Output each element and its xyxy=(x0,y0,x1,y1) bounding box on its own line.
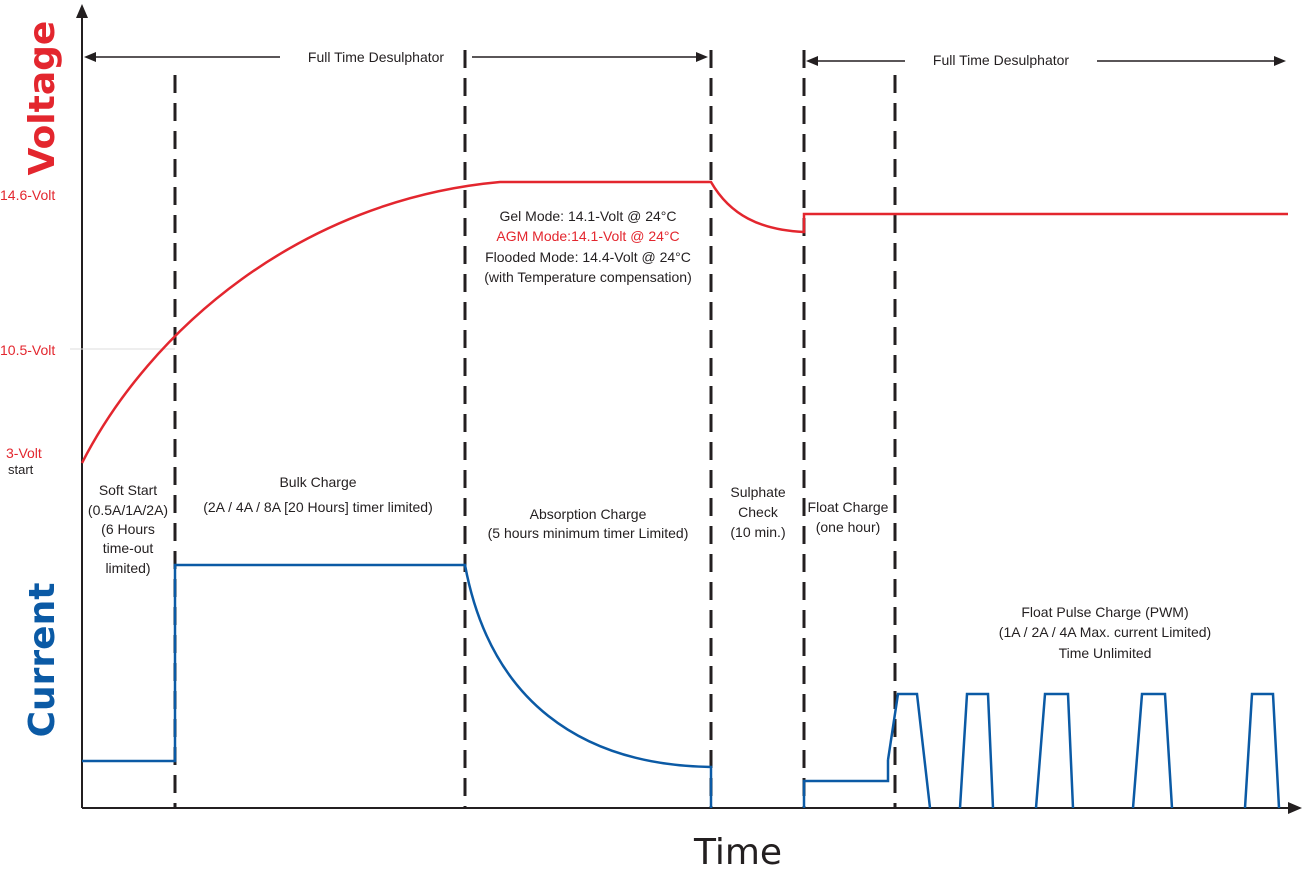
time-axis-title: Time xyxy=(693,832,782,873)
voltage-curve xyxy=(80,180,1288,464)
desulphator-left-label: Full Time Desulphator xyxy=(308,49,445,65)
absorption-charge-label: Absorption Charge (5 hours minimum timer… xyxy=(488,506,689,541)
soft-start-line-5: limited) xyxy=(105,560,150,576)
stage-dividers xyxy=(173,50,897,808)
absorption-line-1: Absorption Charge xyxy=(530,506,647,522)
bulk-charge-label: Bulk Charge (2A / 4A / 8A [20 Hours] tim… xyxy=(203,474,433,515)
soft-start-label: Soft Start (0.5A/1A/2A) (6 Hours time-ou… xyxy=(88,482,168,576)
pulse-line-3: Time Unlimited xyxy=(1059,645,1152,661)
voltage-axis-title: Voltage xyxy=(22,21,63,176)
gel-mode-note: Gel Mode: 14.1-Volt @ 24°C xyxy=(499,208,676,224)
current-curve xyxy=(82,563,1281,809)
soft-start-line-3: (6 Hours xyxy=(101,521,155,537)
flooded-mode-note: Flooded Mode: 14.4-Volt @ 24°C xyxy=(485,249,691,265)
sulphate-line-3: (10 min.) xyxy=(730,524,785,540)
soft-start-line-2: (0.5A/1A/2A) xyxy=(88,502,168,518)
desulphator-left-arrowhead-r xyxy=(696,52,708,62)
voltage-level-3-start: start xyxy=(8,462,34,477)
pulse-line-1: Float Pulse Charge (PWM) xyxy=(1021,604,1188,620)
agm-mode-note: AGM Mode:14.1-Volt @ 24°C xyxy=(496,228,679,244)
desulphator-right-arrowhead-r xyxy=(1274,56,1286,66)
bulk-line-2: (2A / 4A / 8A [20 Hours] timer limited) xyxy=(203,499,433,515)
current-axis-title: Current xyxy=(22,583,63,738)
soft-start-line-4: time-out xyxy=(103,540,154,556)
soft-start-line-1: Soft Start xyxy=(99,482,157,498)
absorption-line-2: (5 hours minimum timer Limited) xyxy=(488,525,689,541)
bulk-line-1: Bulk Charge xyxy=(279,474,356,490)
x-axis-arrowhead xyxy=(1288,802,1302,814)
desulphator-right-label: Full Time Desulphator xyxy=(933,52,1070,68)
compensation-note: (with Temperature compensation) xyxy=(484,269,692,285)
float-line-2: (one hour) xyxy=(816,519,881,535)
sulphate-line-1: Sulphate xyxy=(730,484,785,500)
voltage-level-3: 3-Volt xyxy=(6,445,42,461)
pulse-line-2: (1A / 2A / 4A Max. current Limited) xyxy=(999,624,1211,640)
desulphator-right-arrowhead-l xyxy=(806,56,818,66)
voltage-level-14-6: 14.6-Volt xyxy=(0,187,55,203)
y-axis-arrowhead xyxy=(76,4,88,18)
desulphator-left-arrowhead-l xyxy=(84,52,96,62)
voltage-level-10-5: 10.5-Volt xyxy=(0,342,55,358)
float-line-1: Float Charge xyxy=(808,499,889,515)
sulphate-check-label: Sulphate Check (10 min.) xyxy=(730,484,785,540)
float-pulse-label: Float Pulse Charge (PWM) (1A / 2A / 4A M… xyxy=(999,604,1211,661)
sulphate-line-2: Check xyxy=(738,504,779,520)
axes xyxy=(81,14,1290,809)
float-charge-label: Float Charge (one hour) xyxy=(808,499,889,535)
